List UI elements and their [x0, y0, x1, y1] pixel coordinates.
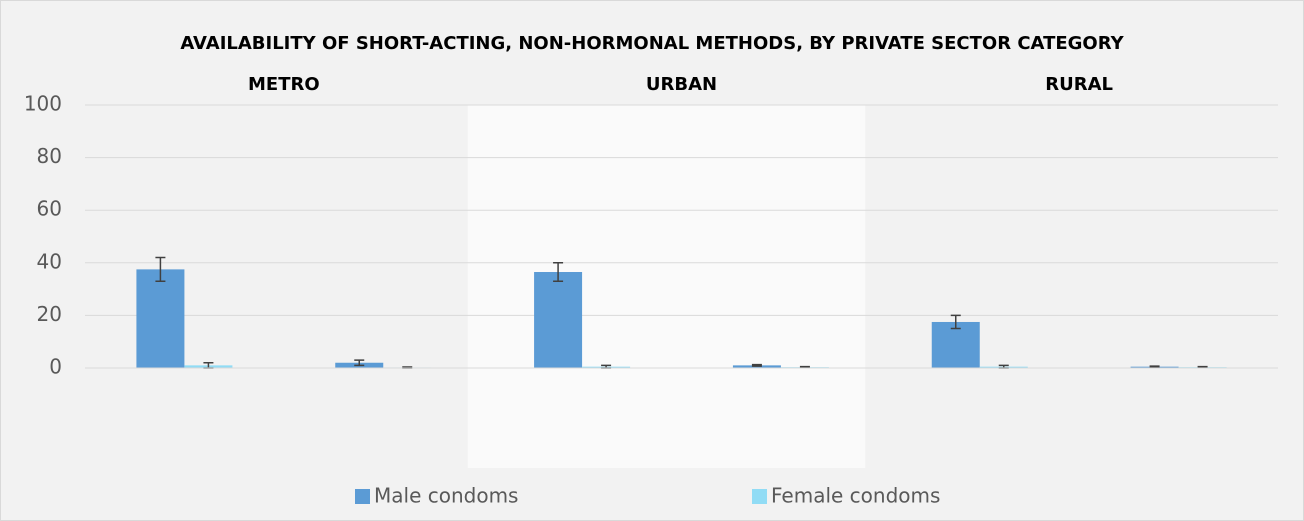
error-bar: [155, 256, 166, 282]
bar: [534, 272, 583, 368]
error-bar: [751, 363, 762, 367]
y-tick-label: 20: [37, 302, 62, 326]
group-band: [467, 105, 866, 468]
group-label: URBAN: [646, 74, 717, 95]
group-label: METRO: [248, 74, 320, 95]
error-bar: [553, 262, 564, 282]
bar: [931, 321, 980, 368]
chart-title: AVAILABILITY OF SHORT-ACTING, NON-HORMON…: [180, 33, 1124, 54]
y-tick-label: 100: [24, 92, 62, 116]
y-tick-label: 40: [37, 249, 62, 273]
bar: [136, 269, 185, 368]
legend-label: Female condoms: [771, 484, 940, 508]
y-tick-label: 0: [49, 355, 62, 379]
y-tick-label: 80: [37, 144, 62, 168]
error-bar: [950, 314, 961, 330]
error-bar: [1149, 365, 1160, 368]
legend-swatch: [752, 489, 767, 504]
group-label: RURAL: [1045, 74, 1113, 95]
y-tick-label: 60: [37, 197, 62, 221]
legend-swatch: [355, 489, 370, 504]
legend-label: Male condoms: [374, 484, 518, 508]
error-bar: [354, 359, 365, 367]
